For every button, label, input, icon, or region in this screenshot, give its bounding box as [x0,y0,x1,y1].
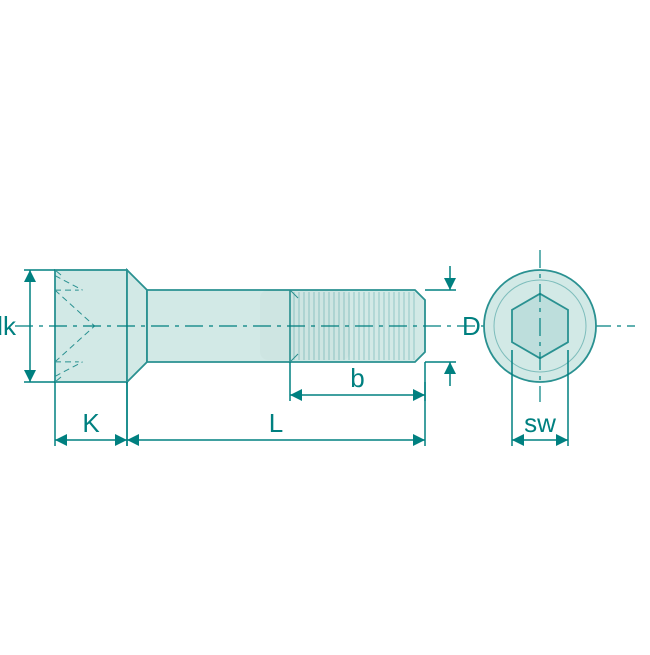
screw-diagram: dk D K Lb sw [0,0,650,650]
dim-K-label: K [82,408,100,438]
dim-D-label: D [462,311,481,341]
dim-sw-label: sw [524,408,556,438]
dim-dk-label: dk [0,311,17,341]
dim-b-label: b [350,363,364,393]
dim-L-label: L [269,408,283,438]
